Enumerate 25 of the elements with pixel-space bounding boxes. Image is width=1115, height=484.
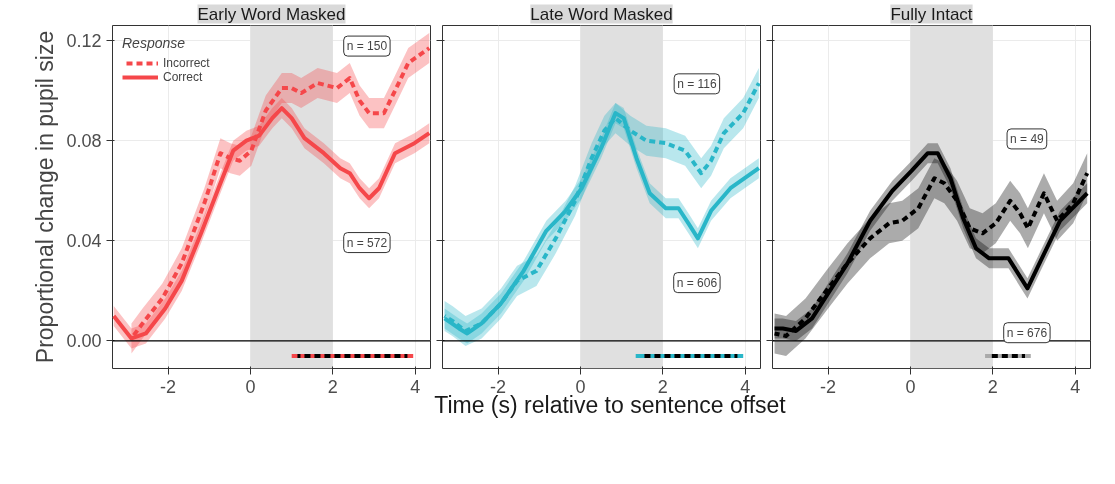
- y-tick-label: 0.00: [66, 331, 102, 352]
- legend-title: Response: [122, 35, 187, 51]
- x-tick-label: 0: [905, 376, 916, 397]
- annotation: n = 49: [1010, 131, 1045, 146]
- annotation: n = 606: [676, 275, 718, 290]
- x-tick-label: 2: [327, 376, 338, 397]
- y-tick-label: 0.12: [66, 31, 102, 52]
- x-tick-label: 0: [245, 376, 256, 397]
- x-tick-label: 2: [987, 376, 998, 397]
- annotation: n = 676: [1006, 325, 1048, 340]
- chart-title: Early Word Masked: [197, 4, 346, 24]
- chart-title: Late Word Masked: [530, 4, 673, 24]
- x-tick-label: 4: [410, 376, 421, 397]
- y-tick-label: 0.04: [66, 231, 102, 252]
- x-tick-label: 4: [1070, 376, 1081, 397]
- x-tick-label: -2: [820, 376, 837, 397]
- annotation: n = 572: [346, 235, 388, 250]
- y-axis-title: Proportional change in pupil size: [32, 30, 59, 364]
- legend-label: Incorrect: [163, 56, 210, 70]
- chart-title: Fully Intact: [890, 4, 973, 24]
- legend-label: Correct: [163, 70, 203, 84]
- annotation: n = 116: [677, 76, 717, 91]
- y-tick-label: 0.08: [66, 131, 102, 152]
- annotation: n = 150: [346, 39, 388, 54]
- x-tick-label: -2: [160, 376, 177, 397]
